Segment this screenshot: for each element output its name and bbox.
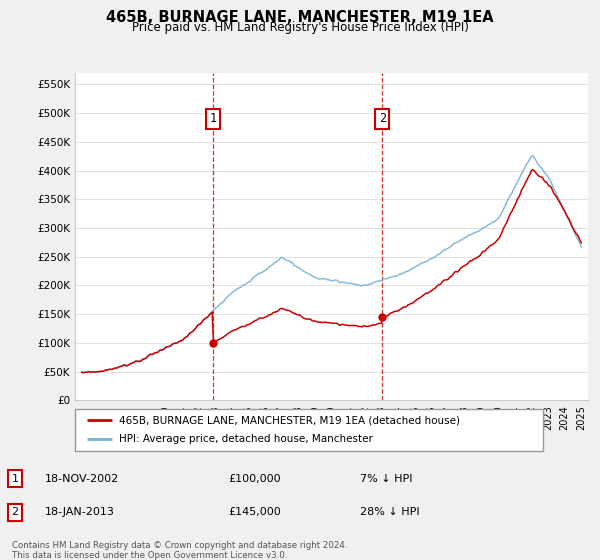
Text: £100,000: £100,000 (228, 474, 281, 484)
Text: 465B, BURNAGE LANE, MANCHESTER, M19 1EA (detached house): 465B, BURNAGE LANE, MANCHESTER, M19 1EA … (119, 415, 460, 425)
Text: 18-JAN-2013: 18-JAN-2013 (45, 507, 115, 517)
Text: 1: 1 (209, 112, 217, 125)
Text: 2: 2 (11, 507, 19, 517)
Text: Price paid vs. HM Land Registry's House Price Index (HPI): Price paid vs. HM Land Registry's House … (131, 21, 469, 34)
Text: 28% ↓ HPI: 28% ↓ HPI (360, 507, 419, 517)
Text: HPI: Average price, detached house, Manchester: HPI: Average price, detached house, Manc… (119, 435, 373, 445)
Text: 18-NOV-2002: 18-NOV-2002 (45, 474, 119, 484)
Text: 465B, BURNAGE LANE, MANCHESTER, M19 1EA: 465B, BURNAGE LANE, MANCHESTER, M19 1EA (106, 10, 494, 25)
Text: 2: 2 (379, 112, 386, 125)
Text: Contains HM Land Registry data © Crown copyright and database right 2024.
This d: Contains HM Land Registry data © Crown c… (12, 541, 347, 560)
Text: 1: 1 (11, 474, 19, 484)
Text: 7% ↓ HPI: 7% ↓ HPI (360, 474, 413, 484)
Text: £145,000: £145,000 (228, 507, 281, 517)
